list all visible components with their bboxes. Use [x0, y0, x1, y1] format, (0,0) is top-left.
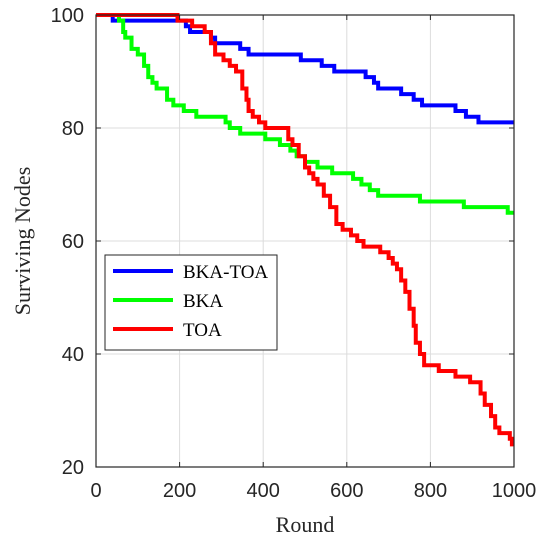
- grid-lines: [95, 14, 515, 468]
- x-tick-label-1000: 1000: [492, 480, 537, 502]
- series-line-toa: [96, 13, 514, 447]
- legend: BKA-TOA BKA TOA: [104, 254, 278, 351]
- y-tick-label-100: 100: [51, 5, 84, 27]
- legend-label-bka-toa: BKA-TOA: [183, 262, 268, 283]
- y-tick-label-20: 20: [62, 457, 84, 479]
- x-axis-label: Round: [276, 512, 335, 537]
- y-tick-labels: 20 40 60 80 100: [51, 5, 514, 479]
- x-tick-labels: 0 200 400 600 800 1000: [90, 15, 536, 502]
- y-axis-label: Surviving Nodes: [10, 167, 35, 316]
- legend-label-bka: BKA: [183, 291, 223, 312]
- y-tick-label-40: 40: [62, 344, 84, 366]
- x-tick-label-400: 400: [247, 480, 280, 502]
- x-tick-label-600: 600: [330, 480, 363, 502]
- y-tick-label-80: 80: [62, 118, 84, 140]
- series-lines: [96, 13, 514, 447]
- x-tick-label-200: 200: [163, 480, 196, 502]
- x-tick-label-0: 0: [90, 480, 101, 502]
- y-tick-label-60: 60: [62, 231, 84, 253]
- series-line-bka-toa: [96, 13, 514, 125]
- x-tick-label-800: 800: [414, 480, 447, 502]
- legend-label-toa: TOA: [183, 320, 222, 341]
- series-line-bka: [96, 13, 514, 215]
